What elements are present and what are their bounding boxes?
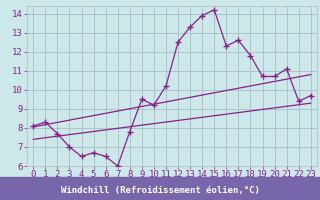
Text: Windchill (Refroidissement éolien,°C): Windchill (Refroidissement éolien,°C) xyxy=(60,186,260,196)
